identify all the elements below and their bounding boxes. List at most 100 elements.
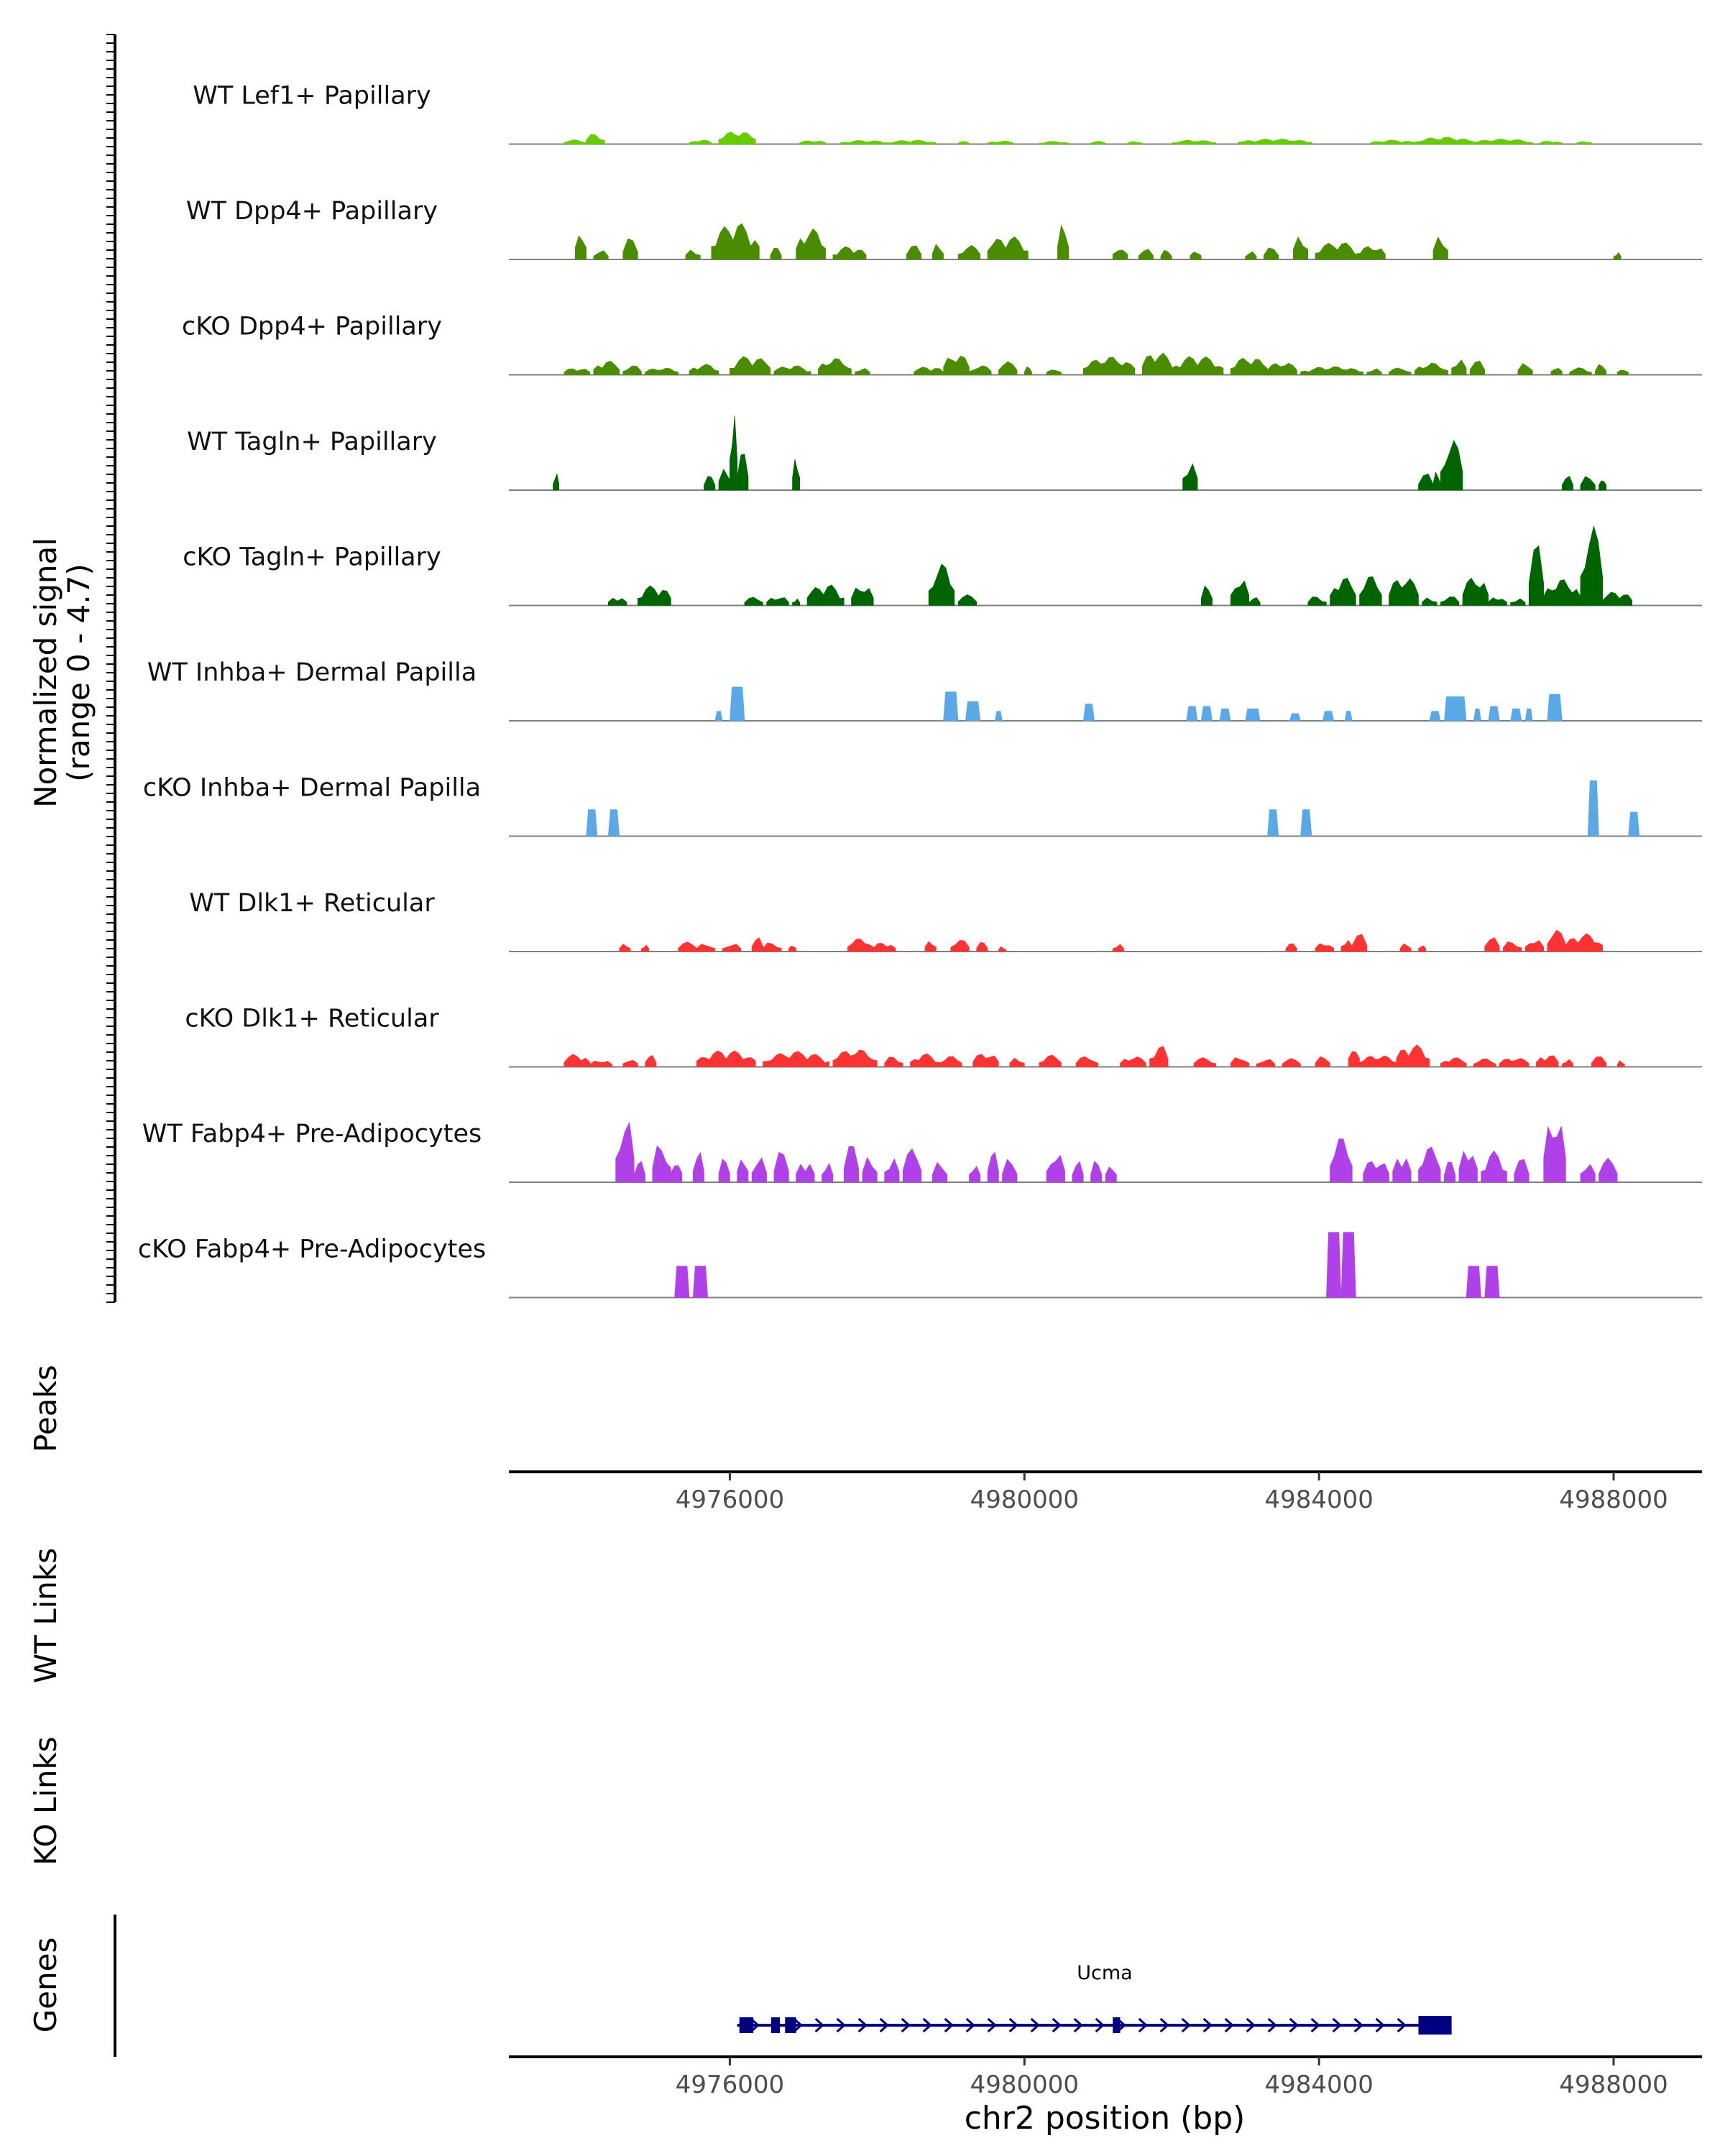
strand-arrow-icon <box>1202 2017 1213 2033</box>
signal-peak <box>818 358 852 375</box>
signal-peak <box>1469 360 1485 375</box>
signal-peak <box>766 597 789 606</box>
signal-peak <box>633 1161 645 1183</box>
signal-peak <box>1002 1158 1018 1183</box>
peaks-label: Peaks <box>28 1365 63 1452</box>
signal-peak <box>1562 476 1573 491</box>
x-tick-label: 4988000 <box>1559 2070 1668 2099</box>
signal-peak <box>914 367 944 375</box>
signal-peak <box>692 1151 704 1183</box>
signal-peak <box>1444 1161 1455 1183</box>
signal-peak <box>1315 1056 1330 1067</box>
signal-peak <box>1432 471 1441 491</box>
signal-peak <box>1389 367 1412 375</box>
strand-arrow-icon <box>922 2017 932 2033</box>
signal-peak <box>950 939 970 952</box>
signal-peak <box>1547 694 1563 722</box>
signal-peak <box>1543 1125 1566 1183</box>
signal-peak <box>1481 1150 1507 1183</box>
signal-peak <box>1193 1057 1216 1067</box>
signal-peak <box>678 941 697 952</box>
signal-peak <box>1190 252 1202 260</box>
signal-peak <box>1326 1232 1342 1298</box>
signal-peak <box>1414 137 1474 144</box>
x-tick-label: 4976000 <box>676 2070 784 2099</box>
signal-peak <box>730 686 745 722</box>
signal-peak <box>799 140 826 144</box>
signal-peak <box>744 596 763 606</box>
signal-peak <box>1009 1057 1025 1067</box>
x-axis-title: chr2 position (bp) <box>965 2100 1246 2137</box>
signal-peak <box>773 1151 789 1183</box>
signal-peak <box>1330 1138 1353 1183</box>
signal-peak <box>1171 356 1224 375</box>
signal-peak <box>718 1158 730 1183</box>
signal-peak <box>832 1049 878 1067</box>
left-axes <box>106 34 116 2057</box>
signal-peak <box>924 941 937 952</box>
signal-peak <box>1616 1060 1625 1067</box>
signal-peak <box>1540 141 1563 144</box>
signal-peak <box>1024 366 1032 375</box>
signal-peak <box>751 1157 767 1183</box>
signal-peak <box>692 1266 709 1298</box>
signal-peak <box>1264 247 1279 260</box>
signal-peak <box>969 365 992 375</box>
signal-peak <box>976 941 988 952</box>
signal-peak <box>763 942 782 952</box>
signal-peak <box>1550 367 1563 375</box>
signal-peak <box>564 1054 590 1067</box>
signal-peak <box>1562 1059 1573 1067</box>
signal-peak <box>770 247 782 260</box>
wt-links-label: WT Links <box>28 1548 63 1683</box>
signal-peak <box>1616 369 1629 375</box>
signal-peak <box>1466 1266 1481 1298</box>
signal-peak <box>1440 439 1463 491</box>
signal-peak <box>1510 598 1526 606</box>
signal-peak <box>1580 525 1603 606</box>
signal-peak <box>641 944 649 952</box>
strand-arrow-icon <box>793 2017 803 2033</box>
y-axis-label-line2: (range 0 - 4.7) <box>61 563 96 782</box>
signal-peak <box>987 236 1029 260</box>
signal-peak <box>1484 937 1500 952</box>
signal-peak <box>1587 780 1599 837</box>
signal-peak <box>1300 366 1363 375</box>
signal-peak <box>1595 364 1607 375</box>
strand-arrow-icon <box>1030 2017 1040 2033</box>
signal-peak <box>957 245 981 260</box>
signal-peak <box>615 1121 635 1183</box>
track: WT Fabp4+ Pre-Adipocytes <box>142 1120 1702 1183</box>
strand-arrow-icon <box>1224 2017 1234 2033</box>
signal-peak <box>1580 476 1596 491</box>
strand-arrow-icon <box>857 2017 868 2033</box>
signal-peak <box>730 415 737 491</box>
signal-peak <box>645 1054 657 1067</box>
signal-peak <box>1528 545 1544 606</box>
signal-peak <box>1285 943 1297 952</box>
signal-peak <box>1039 141 1070 144</box>
signal-peak <box>796 228 826 260</box>
signal-peak <box>1330 577 1356 606</box>
strand-arrow-icon <box>1310 2017 1320 2033</box>
signal-peak <box>622 238 638 260</box>
signal-peak <box>1396 1044 1430 1067</box>
signal-peak <box>1547 929 1566 952</box>
signal-peak <box>1576 141 1592 144</box>
signal-peak <box>972 1054 999 1067</box>
signal-peak <box>796 1164 815 1183</box>
signal-peak <box>822 1162 834 1183</box>
signal-peak <box>847 939 874 952</box>
signal-peak <box>1503 941 1522 952</box>
signal-peak <box>1524 940 1544 952</box>
signal-peak <box>1245 251 1257 260</box>
signal-peak <box>806 584 845 606</box>
strand-arrow-icon <box>987 2017 997 2033</box>
track-label: cKO Inhba+ Dermal Papilla <box>143 774 481 803</box>
signal-peak <box>1414 362 1448 375</box>
signal-peak <box>902 1148 922 1183</box>
signal-peak <box>840 139 888 144</box>
signal-peak <box>965 701 981 722</box>
signal-peak <box>1536 1055 1559 1067</box>
